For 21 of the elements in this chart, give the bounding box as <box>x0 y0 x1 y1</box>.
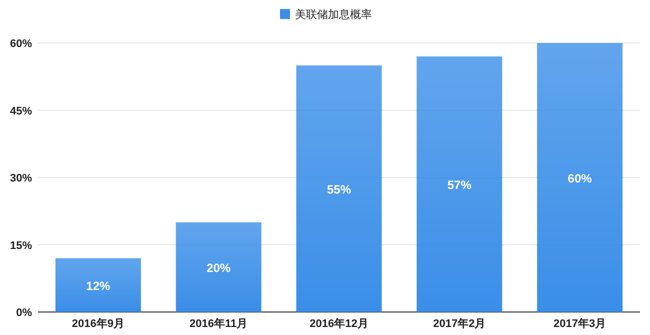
x-tick-label: 2016年12月 <box>310 317 368 330</box>
text: 55% <box>326 182 352 197</box>
legend-label: 美联储加息概率 <box>295 8 372 21</box>
bar <box>416 56 502 312</box>
y-tick-label: 60% <box>10 38 32 50</box>
x-tick-label: 2016年9月 <box>72 317 124 330</box>
y-tick-label: 0% <box>16 307 32 319</box>
bar <box>537 43 623 312</box>
text: 60% <box>568 172 592 186</box>
x-tick-label: 2016年11月 <box>190 317 248 330</box>
bar <box>296 65 382 312</box>
text: 20% <box>206 261 231 276</box>
bar <box>55 258 141 312</box>
y-tick-label: 30% <box>10 172 32 184</box>
text: 12% <box>86 279 110 294</box>
y-tick-label: 15% <box>10 240 32 252</box>
x-tick-label: 2017年2月 <box>433 317 486 330</box>
bar <box>176 222 262 312</box>
text: 57% <box>447 178 472 192</box>
x-tick-label: 2017年3月 <box>554 317 606 330</box>
y-tick-label: 45% <box>10 105 32 118</box>
